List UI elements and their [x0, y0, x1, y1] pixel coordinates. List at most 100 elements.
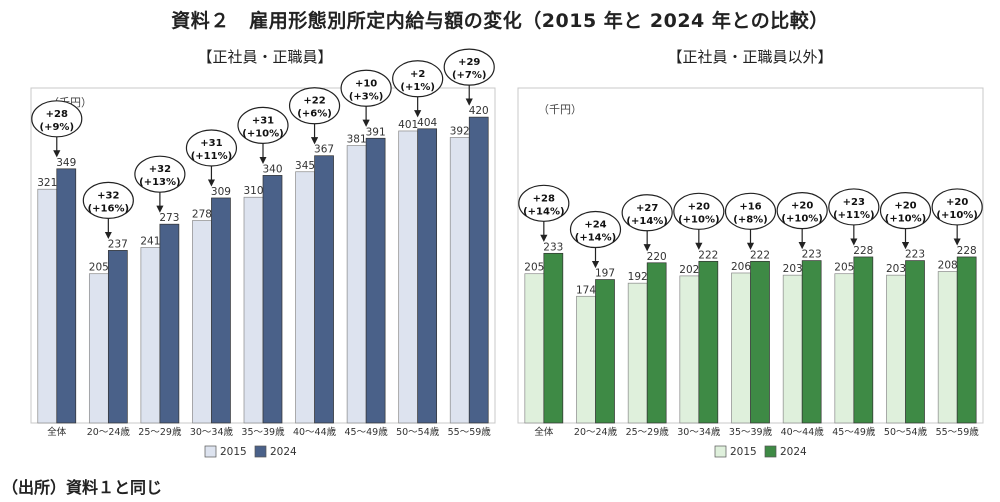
- regular-value-label-2015: 205: [89, 262, 109, 274]
- regular-category-label: 20～24歳: [87, 426, 131, 438]
- regular-annotation-pct: (+3%): [349, 91, 384, 102]
- regular-annotation-diff: +31: [200, 138, 222, 149]
- regular-value-label-2024: 237: [108, 238, 128, 250]
- nonregular-annotation-diff: +20: [894, 201, 916, 212]
- regular-annotation-pct: (+10%): [242, 128, 283, 139]
- regular-annotation-diff: +31: [252, 115, 274, 126]
- regular-annotation-diff: +2: [410, 69, 425, 80]
- nonregular-category-label: 25～29歳: [626, 426, 670, 438]
- nonregular-legend-swatch-2015: [714, 445, 727, 458]
- regular-value-label-2024: 309: [211, 186, 231, 198]
- regular-annotation-bubble: [237, 106, 289, 144]
- panel-title-nonregular: 【正社員・正職員以外】: [667, 48, 833, 66]
- regular-value-label-2024: 420: [469, 105, 489, 117]
- nonregular-annotation-diff: +24: [584, 220, 606, 231]
- nonregular-value-label-2015: 174: [576, 284, 596, 296]
- source-note: （出所）資料１と同じ: [2, 478, 163, 497]
- regular-bar-2024: [417, 128, 438, 424]
- regular-value-label-2024: 273: [159, 212, 179, 224]
- nonregular-bar-2024: [801, 260, 822, 424]
- regular-value-label-2015: 321: [37, 177, 57, 189]
- nonregular-bar-2015: [886, 274, 906, 424]
- nonregular-bar-2015: [627, 282, 648, 424]
- nonregular-bar-2015: [524, 273, 545, 424]
- nonregular-annotation-diff: +27: [636, 203, 658, 214]
- regular-category-label: 50～54歳: [396, 426, 440, 438]
- regular-annotation-diff: +10: [355, 78, 377, 89]
- nonregular-bar-2024: [905, 260, 925, 424]
- regular-value-label-2015: 345: [295, 160, 315, 172]
- nonregular-bar-2024: [698, 260, 719, 424]
- nonregular-category-label: 45～49歳: [832, 426, 876, 438]
- regular-bar-2015: [449, 137, 470, 424]
- regular-bar-2015: [243, 196, 264, 424]
- regular-annotation-pct: (+16%): [88, 203, 129, 214]
- nonregular-bar-2015: [834, 273, 855, 424]
- nonregular-value-label-2024: 197: [595, 268, 615, 280]
- nonregular-bar-2015: [576, 295, 596, 424]
- regular-annotation-pct: (+7%): [452, 70, 487, 81]
- regular-value-label-2015: 278: [192, 209, 212, 221]
- nonregular-value-label-2024: 222: [750, 249, 770, 261]
- nonregular-value-label-2015: 208: [938, 260, 958, 272]
- nonregular-category-label: 全体: [534, 426, 554, 438]
- nonregular-annotation-diff: +28: [533, 193, 555, 204]
- nonregular-annotation-diff: +20: [791, 201, 813, 212]
- nonregular-value-label-2015: 202: [679, 264, 699, 276]
- regular-annotation-pct: (+1%): [400, 82, 435, 93]
- nonregular-annotation-pct: (+10%): [781, 214, 822, 225]
- regular-annotation-diff: +22: [303, 96, 325, 107]
- nonregular-value-label-2015: 206: [731, 261, 751, 273]
- nonregular-category-label: 40～44歳: [781, 426, 825, 438]
- nonregular-legend-label-2024: 2024: [780, 446, 807, 458]
- regular-bar-2024: [56, 168, 77, 424]
- regular-category-label: 35～39歳: [241, 426, 285, 438]
- nonregular-value-label-2015: 203: [783, 263, 803, 275]
- nonregular-value-label-2024: 223: [802, 249, 822, 261]
- regular-bar-2024: [211, 197, 231, 424]
- regular-value-label-2015: 392: [450, 126, 470, 138]
- nonregular-bar-2024: [595, 279, 615, 424]
- regular-value-label-2024: 340: [262, 163, 282, 175]
- nonregular-value-label-2024: 223: [905, 249, 925, 261]
- nonregular-legend-label-2015: 2015: [730, 446, 757, 458]
- regular-bar-2024: [314, 155, 334, 424]
- nonregular-value-label-2024: 222: [698, 249, 718, 261]
- nonregular-annotation-pct: (+10%): [678, 214, 719, 225]
- regular-annotation-pct: (+6%): [297, 109, 332, 120]
- nonregular-category-label: 30～34歳: [677, 426, 721, 438]
- regular-bar-2024: [262, 175, 283, 424]
- regular-value-label-2024: 404: [417, 117, 437, 129]
- regular-value-label-2024: 367: [314, 144, 334, 156]
- figure-title: 資料２ 雇用形態別所定内給与額の変化（2015 年と 2024 年との比較）: [171, 10, 829, 32]
- regular-value-label-2015: 310: [243, 185, 263, 197]
- regular-bar-2015: [88, 273, 109, 424]
- nonregular-annotation-diff: +20: [688, 201, 710, 212]
- nonregular-bar-2024: [646, 262, 667, 424]
- nonregular-annotation-pct: (+11%): [833, 210, 874, 221]
- regular-bar-2024: [107, 250, 128, 424]
- regular-category-label: 30～34歳: [190, 426, 234, 438]
- nonregular-value-label-2024: 233: [543, 241, 563, 253]
- nonregular-value-label-2024: 228: [957, 245, 977, 257]
- nonregular-annotation-diff: +16: [739, 201, 761, 212]
- nonregular-bar-2015: [937, 271, 958, 424]
- regular-legend-swatch-2015: [204, 445, 217, 458]
- nonregular-value-label-2015: 203: [886, 263, 906, 275]
- regular-category-label: 55～59歳: [448, 426, 492, 438]
- regular-bar-2015: [140, 247, 161, 424]
- regular-bar-2024: [159, 223, 180, 424]
- regular-bar-2015: [398, 130, 419, 424]
- nonregular-bar-2024: [543, 252, 564, 424]
- regular-annotation-pct: (+13%): [139, 177, 180, 188]
- regular-value-label-2015: 401: [398, 119, 418, 131]
- regular-legend-swatch-2024: [254, 445, 267, 458]
- nonregular-value-label-2015: 192: [628, 271, 648, 283]
- regular-annotation-diff: +28: [46, 109, 68, 120]
- panel-title-regular: 【正社員・正職員】: [197, 48, 333, 66]
- regular-category-label: 25～29歳: [138, 426, 182, 438]
- nonregular-bar-2015: [782, 274, 803, 424]
- nonregular-category-label: 35～39歳: [729, 426, 773, 438]
- regular-bar-2015: [192, 220, 212, 424]
- regular-annotation-pct: (+11%): [191, 151, 232, 162]
